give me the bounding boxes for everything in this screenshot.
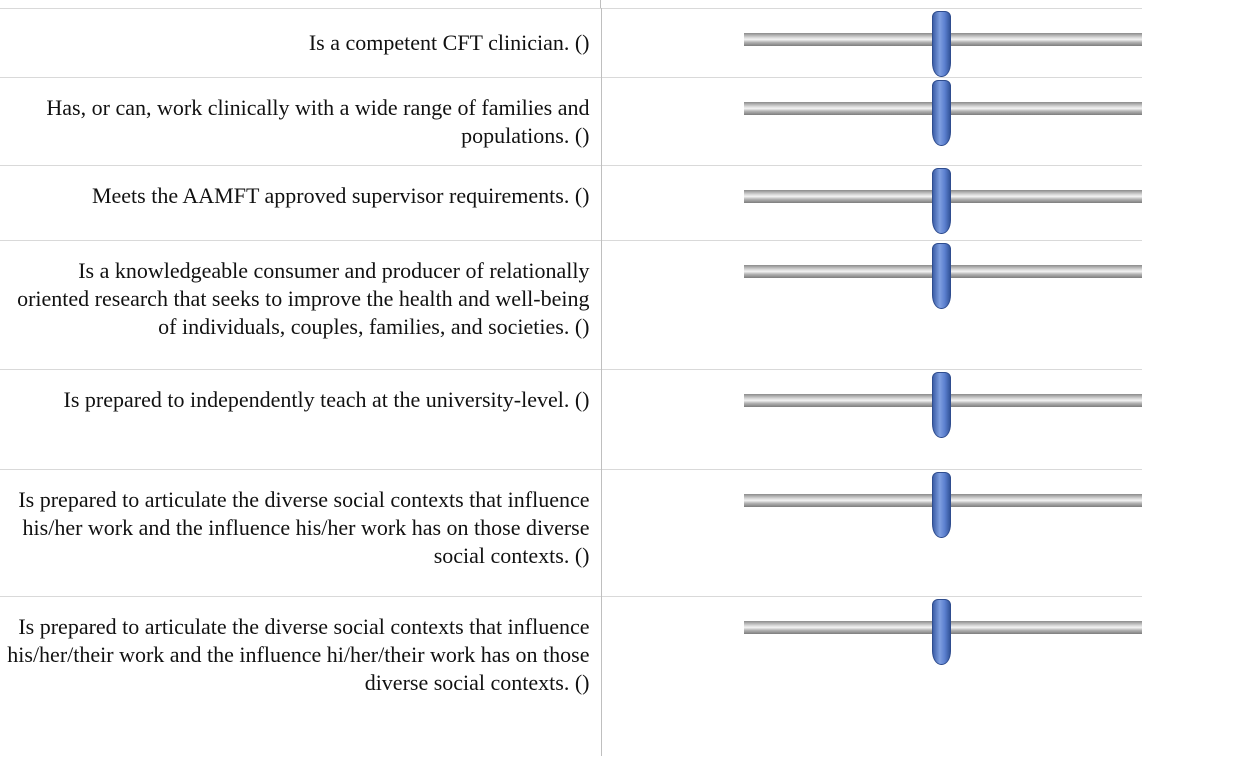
slider-thumb[interactable] bbox=[931, 80, 951, 146]
slider-cell bbox=[601, 369, 1142, 470]
question-text: Is prepared to independently teach at th… bbox=[0, 369, 602, 470]
question-row: Has, or can, work clinically with a wide… bbox=[0, 77, 1142, 166]
slider-thumb[interactable] bbox=[931, 243, 951, 309]
question-text: Is prepared to articulate the diverse so… bbox=[0, 469, 602, 597]
slider-thumb[interactable] bbox=[931, 372, 951, 438]
slider-cell bbox=[601, 596, 1142, 756]
question-text: Is prepared to articulate the diverse so… bbox=[0, 596, 602, 756]
slider-cell bbox=[601, 469, 1142, 597]
slider-cell bbox=[601, 77, 1142, 166]
slider-thumb[interactable] bbox=[931, 11, 951, 77]
question-row: Is prepared to articulate the diverse so… bbox=[0, 596, 1142, 756]
question-table: Is a competent CFT clinician. () Has, or … bbox=[0, 8, 1142, 756]
question-text: Is a knowledgeable consumer and producer… bbox=[0, 240, 602, 370]
divider bbox=[600, 0, 601, 8]
question-row: Is a competent CFT clinician. () bbox=[0, 8, 1142, 78]
slider-thumb[interactable] bbox=[931, 168, 951, 234]
slider-thumb[interactable] bbox=[931, 472, 951, 538]
question-row: Is prepared to independently teach at th… bbox=[0, 369, 1142, 470]
question-text: Is a competent CFT clinician. () bbox=[0, 8, 602, 78]
slider-cell bbox=[601, 240, 1142, 370]
question-row: Is prepared to articulate the diverse so… bbox=[0, 469, 1142, 597]
slider-thumb[interactable] bbox=[931, 599, 951, 665]
question-text: Meets the AAMFT approved supervisor requ… bbox=[0, 165, 602, 241]
question-row: Meets the AAMFT approved supervisor requ… bbox=[0, 165, 1142, 241]
slider-cell bbox=[601, 165, 1142, 241]
question-row: Is a knowledgeable consumer and producer… bbox=[0, 240, 1142, 370]
question-text: Has, or can, work clinically with a wide… bbox=[0, 77, 602, 166]
slider-cell bbox=[601, 8, 1142, 78]
